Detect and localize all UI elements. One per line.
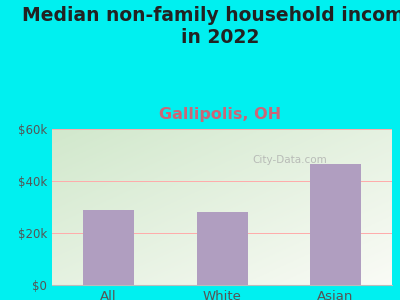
Bar bbox=[196, 212, 248, 285]
Bar bbox=[83, 210, 134, 285]
Text: City-Data.com: City-Data.com bbox=[253, 155, 327, 165]
Text: Median non-family household income
in 2022: Median non-family household income in 20… bbox=[22, 6, 400, 47]
Bar bbox=[310, 164, 361, 285]
Text: Gallipolis, OH: Gallipolis, OH bbox=[159, 106, 281, 122]
